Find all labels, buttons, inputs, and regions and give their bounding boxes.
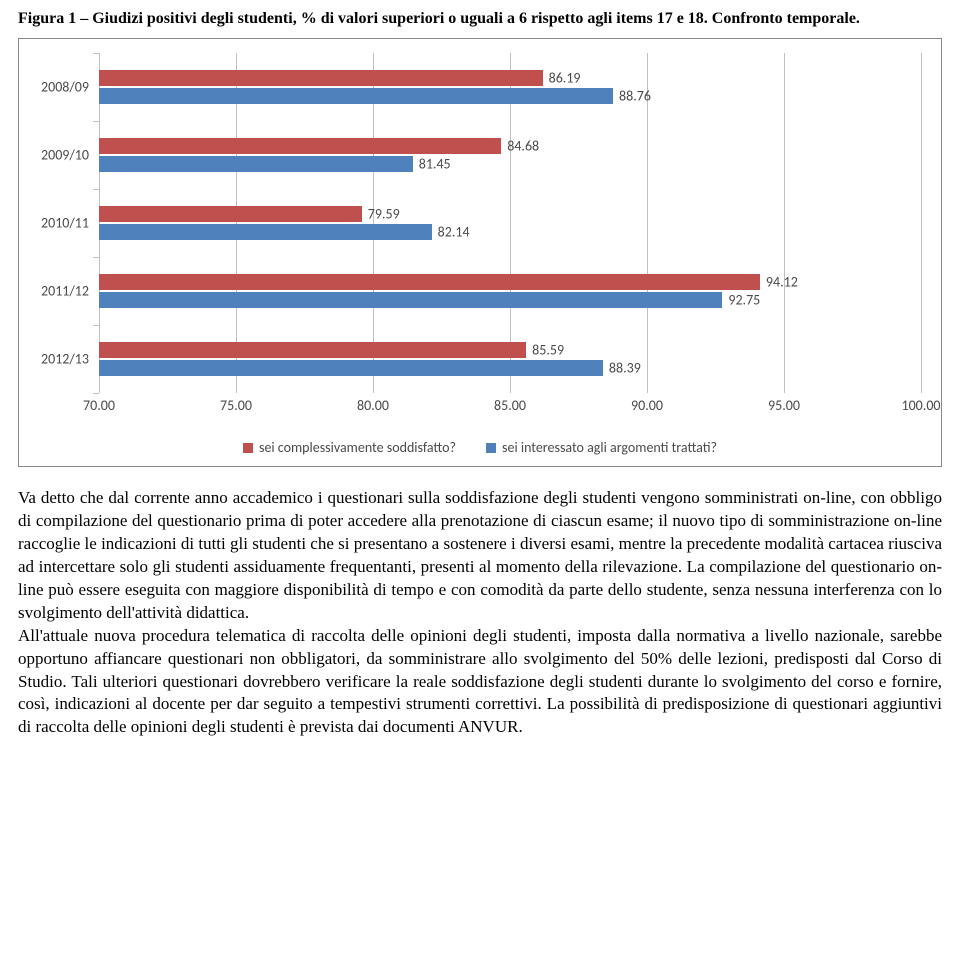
bar-value-label: 85.59 — [532, 342, 564, 359]
bar-series-2 — [99, 88, 613, 104]
legend-item: sei interessato agli argomenti trattati? — [486, 439, 717, 456]
bar-series-1 — [99, 274, 760, 290]
bar-series-2 — [99, 292, 722, 308]
y-tick — [93, 257, 99, 258]
x-tick-label: 75.00 — [220, 397, 252, 414]
chart-container: 2008/09 86.19 88.76 2009/10 84.68 81.45 2010/1… — [18, 38, 942, 467]
legend-label: sei complessivamente soddisfatto? — [259, 439, 456, 456]
paragraph: All'attuale nuova procedura telematica d… — [18, 625, 942, 740]
bar-value-label: 86.19 — [549, 70, 581, 87]
bar-value-label: 81.45 — [419, 156, 451, 173]
bar-value-label: 88.39 — [609, 360, 641, 377]
x-tick-label: 95.00 — [768, 397, 800, 414]
grid-line — [784, 53, 785, 393]
bar-value-label: 92.75 — [728, 292, 760, 309]
bar-series-2 — [99, 360, 603, 376]
bar-series-1 — [99, 138, 501, 154]
legend-item: sei complessivamente soddisfatto? — [243, 439, 456, 456]
bar-value-label: 79.59 — [368, 206, 400, 223]
bar-series-1 — [99, 342, 526, 358]
bar-value-label: 82.14 — [438, 224, 470, 241]
x-tick-label: 100.00 — [901, 397, 940, 414]
bar-series-1 — [99, 70, 543, 86]
legend-swatch-red — [243, 443, 253, 453]
chart-area: 2008/0986.1988.762009/1084.6881.452010/1… — [99, 53, 921, 433]
y-tick — [93, 325, 99, 326]
x-tick-label: 85.00 — [494, 397, 526, 414]
bar-value-label: 94.12 — [766, 274, 798, 291]
y-tick — [93, 53, 99, 54]
category-label: 2012/13 — [29, 351, 89, 368]
grid-line — [921, 53, 922, 393]
y-tick — [93, 189, 99, 190]
category-label: 2008/09 — [29, 79, 89, 96]
bar-series-1 — [99, 206, 362, 222]
paragraph: Va detto che dal corrente anno accademic… — [18, 487, 942, 625]
category-label: 2009/10 — [29, 147, 89, 164]
category-label: 2010/11 — [29, 215, 89, 232]
figure-title: Figura 1 – Giudizi positivi degli studen… — [18, 10, 942, 28]
bar-series-2 — [99, 224, 432, 240]
x-axis: 70.0075.0080.0085.0090.0095.00100.00 — [99, 393, 921, 433]
bar-value-label: 88.76 — [619, 88, 651, 105]
y-tick — [93, 121, 99, 122]
body-text: Va detto che dal corrente anno accademic… — [18, 487, 942, 739]
chart-plot: 2008/0986.1988.762009/1084.6881.452010/1… — [99, 53, 921, 393]
x-tick-label: 80.00 — [357, 397, 389, 414]
legend-label: sei interessato agli argomenti trattati? — [502, 439, 717, 456]
x-tick-label: 90.00 — [631, 397, 663, 414]
bar-series-2 — [99, 156, 413, 172]
legend-swatch-blue — [486, 443, 496, 453]
x-tick-label: 70.00 — [83, 397, 115, 414]
chart-legend: sei complessivamente soddisfatto? sei in… — [29, 439, 931, 456]
category-label: 2011/12 — [29, 283, 89, 300]
bar-value-label: 84.68 — [507, 138, 539, 155]
